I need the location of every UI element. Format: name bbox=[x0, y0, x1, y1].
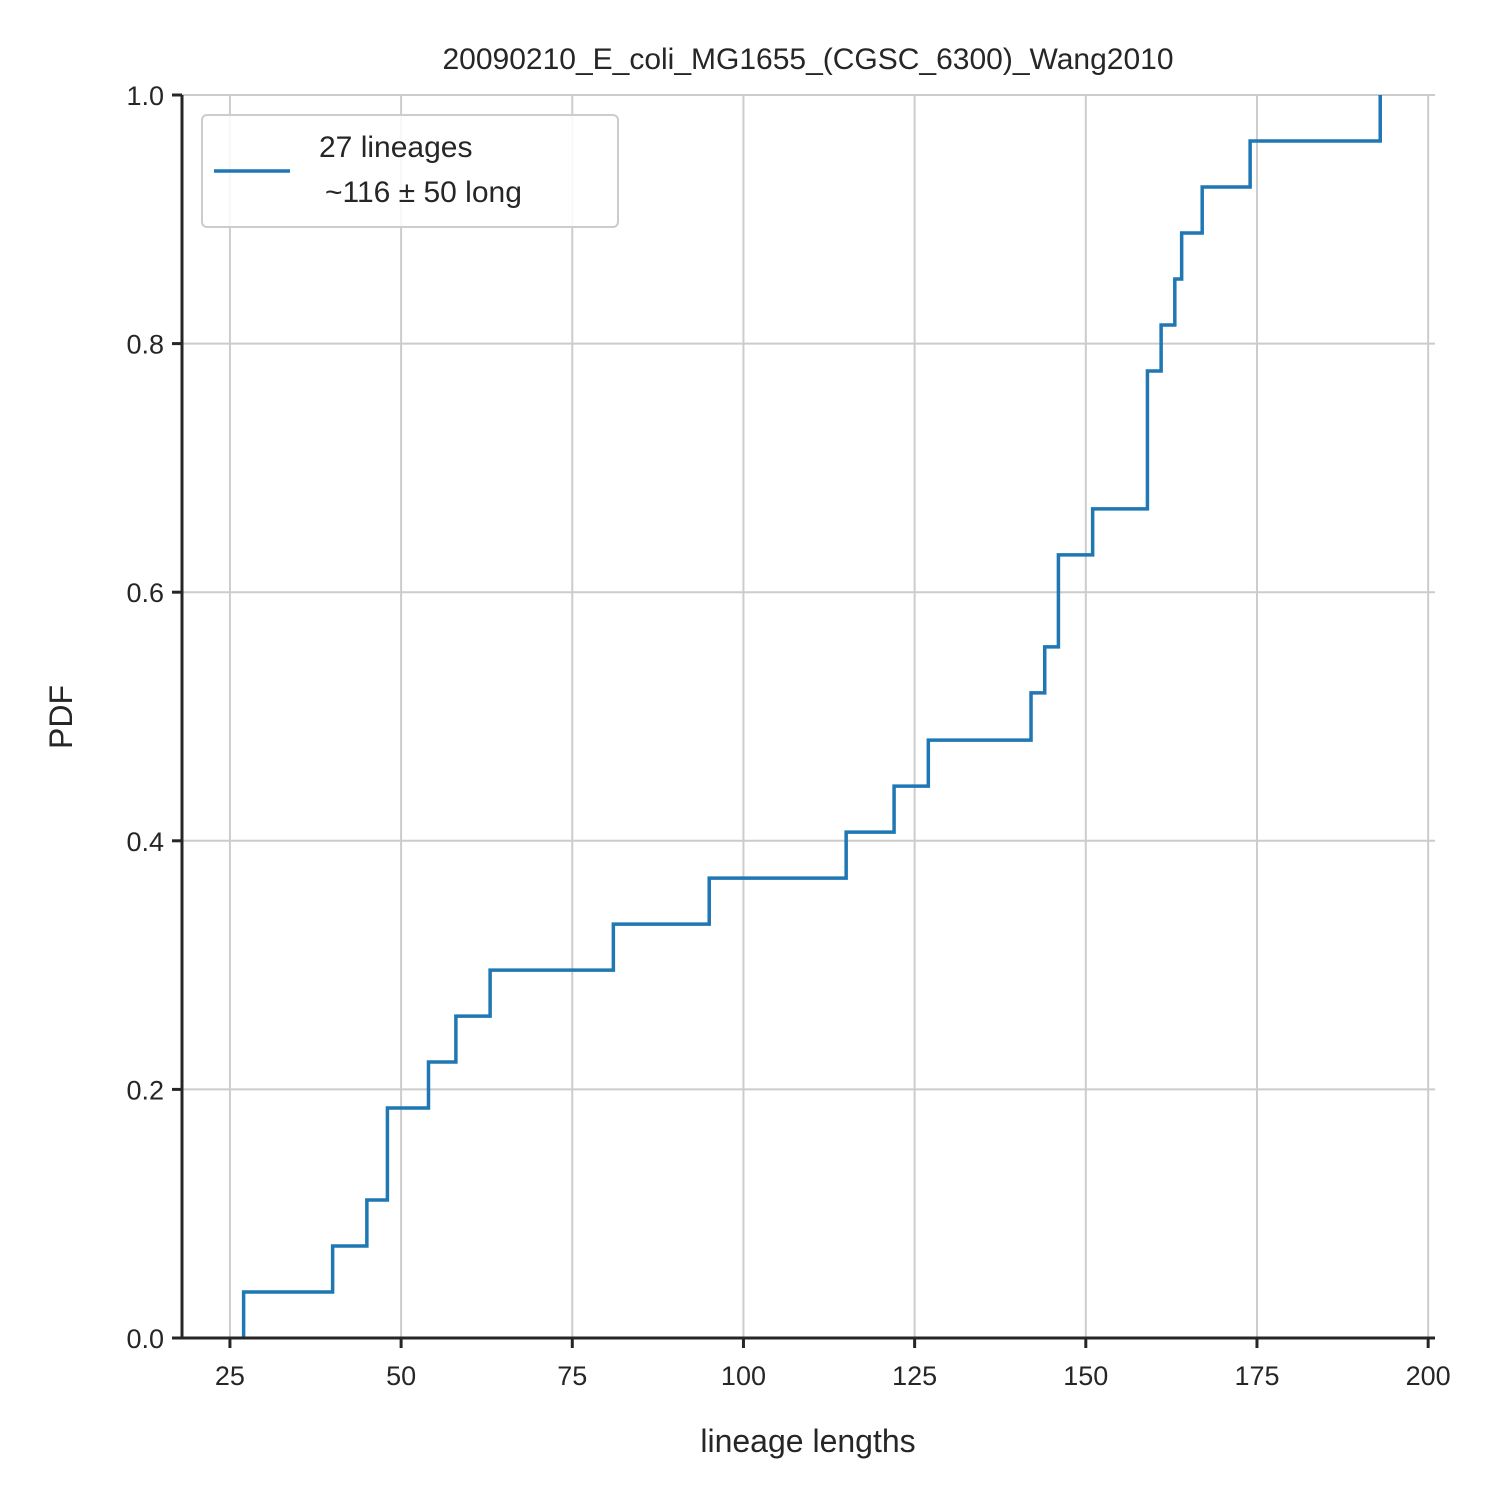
series-layer bbox=[241, 95, 1382, 1338]
legend: 27 lineages ~116 ± 50 long bbox=[201, 114, 619, 228]
y-tick-label: 0.0 bbox=[126, 1324, 164, 1354]
x-tick-label: 150 bbox=[1063, 1361, 1108, 1391]
ticks: 25 50 75 100 125 150 175 200 0.0 0.2 0.4 0.6 0.8 1.0 bbox=[126, 81, 1450, 1391]
ecdf-step-line bbox=[241, 95, 1382, 1338]
y-tick-label: 0.2 bbox=[126, 1075, 164, 1105]
y-tick-label: 0.4 bbox=[126, 827, 164, 857]
x-tick-label: 175 bbox=[1234, 1361, 1279, 1391]
x-tick-label: 125 bbox=[892, 1361, 937, 1391]
legend-box bbox=[201, 114, 619, 228]
x-tick-label: 25 bbox=[215, 1361, 245, 1391]
y-tick-label: 1.0 bbox=[126, 81, 164, 111]
y-tick-label: 0.8 bbox=[126, 330, 164, 360]
grid bbox=[182, 94, 1435, 1339]
x-tick-label: 200 bbox=[1406, 1361, 1451, 1391]
y-axis-label: PDF bbox=[43, 685, 79, 749]
legend-label-line1: 27 lineages bbox=[319, 131, 472, 164]
x-tick-label: 50 bbox=[386, 1361, 416, 1391]
chart-title: 20090210_E_coli_MG1655_(CGSC_6300)_Wang2… bbox=[442, 43, 1173, 76]
x-tick-label: 100 bbox=[721, 1361, 766, 1391]
legend-label-line2: ~116 ± 50 long bbox=[325, 176, 522, 209]
y-tick-label: 0.6 bbox=[126, 578, 164, 608]
x-axis-label: lineage lengths bbox=[700, 1423, 915, 1459]
x-tick-label: 75 bbox=[557, 1361, 587, 1391]
